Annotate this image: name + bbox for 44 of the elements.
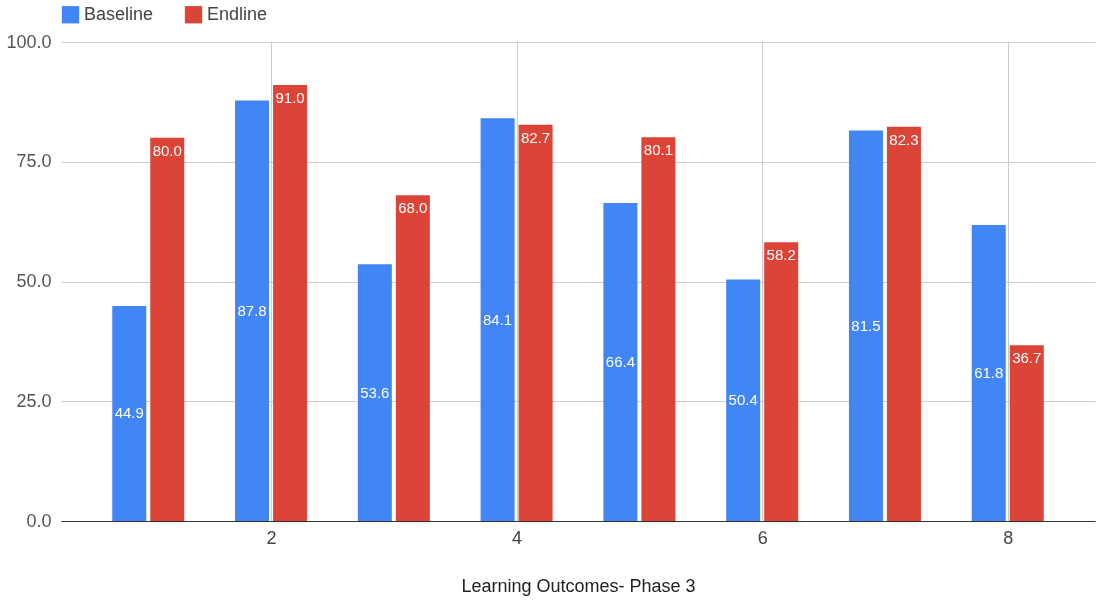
bar [641, 137, 676, 521]
y-tick-label: 100.0 [6, 31, 52, 52]
bar [150, 137, 185, 521]
legend-label: Endline [207, 3, 268, 24]
data-label: 50.4 [728, 391, 758, 409]
bar [112, 305, 147, 521]
x-tick-label: 8 [1003, 527, 1014, 548]
data-label: 82.7 [521, 128, 551, 146]
data-label: 82.3 [889, 130, 919, 148]
data-label: 61.8 [974, 363, 1004, 381]
bar [480, 118, 515, 521]
data-label: 36.7 [1012, 349, 1042, 367]
bar [1009, 345, 1044, 521]
data-label: 80.1 [643, 141, 673, 159]
bar [235, 100, 270, 521]
data-label: 58.2 [766, 246, 796, 264]
bar [726, 279, 761, 521]
data-label: 87.8 [237, 301, 267, 319]
bar [603, 202, 638, 521]
x-tick-label: 2 [266, 527, 277, 548]
legend-label: Baseline [84, 3, 154, 24]
bar [971, 224, 1006, 521]
bar [395, 195, 430, 521]
data-label: 53.6 [360, 383, 390, 401]
bar [886, 126, 921, 521]
y-tick-label: 25.0 [16, 390, 52, 411]
bar [764, 242, 799, 521]
x-axis-title: Learning Outcomes- Phase 3 [461, 575, 696, 596]
data-label: 80.0 [152, 141, 182, 159]
bar [848, 130, 883, 521]
x-tick-label: 6 [757, 527, 768, 548]
data-label: 66.4 [605, 352, 635, 370]
data-label: 91.0 [275, 89, 305, 107]
bar [357, 264, 392, 521]
x-tick-label: 4 [512, 527, 523, 548]
bar [273, 85, 308, 521]
y-tick-label: 75.0 [16, 151, 52, 172]
data-label: 81.5 [851, 316, 881, 334]
y-tick-label: 50.0 [16, 271, 52, 291]
bar [518, 124, 553, 521]
data-label: 68.0 [398, 199, 428, 217]
y-tick-label: 0.0 [26, 510, 52, 531]
data-label: 44.9 [114, 404, 144, 422]
data-label: 84.1 [483, 310, 513, 328]
